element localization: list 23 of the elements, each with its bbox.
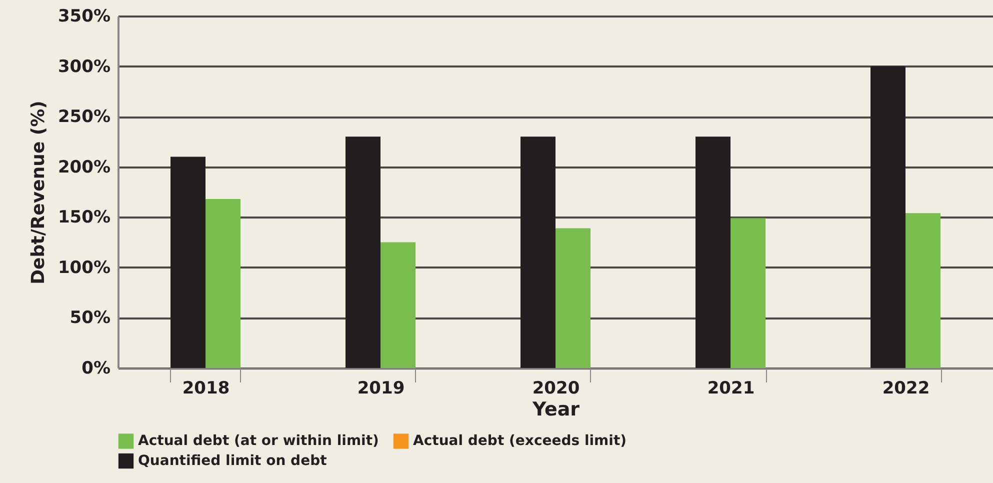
y-tick-label: 50% [70,308,110,328]
bar [556,228,590,368]
y-axis-title: Debt/Revenue (%) [28,100,49,284]
x-tick-label: 2021 [707,378,755,398]
bar [206,199,240,368]
legend-label: Actual debt (at or within limit) [138,433,379,450]
bar [730,218,766,368]
x-tick-label: 2019 [357,378,405,398]
x-axis-title: Year [531,398,580,420]
y-tick-label: 150% [58,208,110,228]
y-tick-label: 200% [58,157,110,178]
y-tick-label: 350% [58,6,110,26]
x-tick-label: 2020 [532,378,580,398]
x-tick-label: 2022 [882,378,930,398]
bar [906,213,940,368]
bar [380,242,416,368]
y-tick-label: 0% [82,358,110,378]
x-tick-label: 2018 [182,378,230,398]
y-tick-label: 300% [58,56,110,77]
y-tick-label: 250% [58,107,110,128]
legend-label: Actual debt (exceeds limit) [413,433,627,450]
y-tick-label: 100% [58,258,110,278]
legend-label: Quantified limit on debt [138,453,328,469]
